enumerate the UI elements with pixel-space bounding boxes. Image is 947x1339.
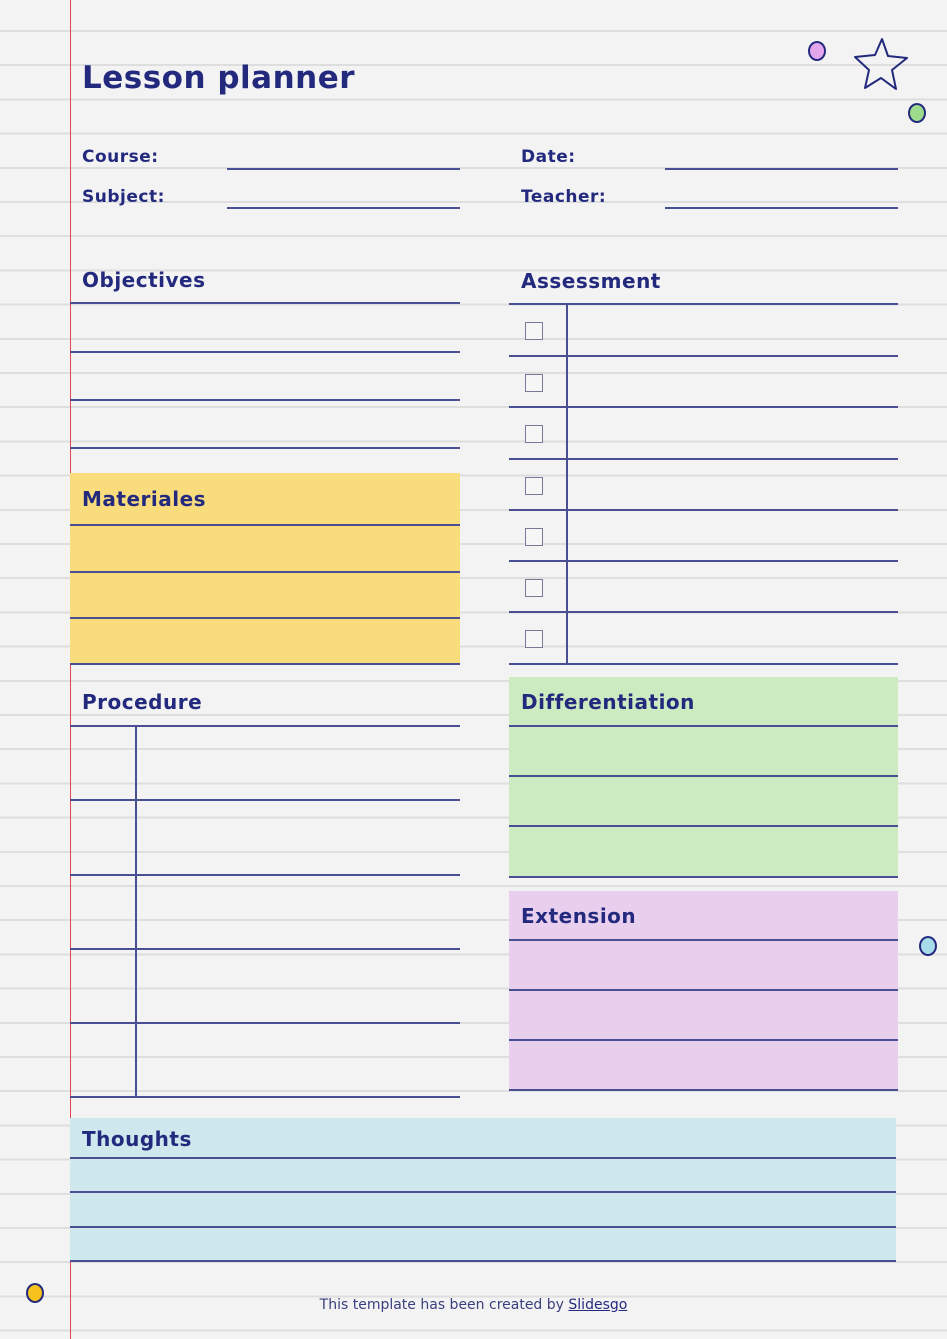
assessment-checkbox[interactable] (525, 630, 543, 648)
assessment-line (509, 406, 898, 408)
star-icon (854, 38, 908, 90)
objectives-line[interactable] (70, 351, 460, 353)
procedure-line (70, 948, 460, 950)
green-dot-decoration (908, 103, 926, 123)
objectives-heading: Objectives (82, 268, 206, 292)
extension-line[interactable] (509, 939, 898, 941)
assessment-line (509, 303, 898, 305)
teacher-label: Teacher: (521, 187, 607, 207)
thoughts-line[interactable] (70, 1226, 896, 1228)
thoughts-line[interactable] (70, 1191, 896, 1193)
date-field[interactable] (665, 168, 898, 170)
differentiation-line[interactable] (509, 825, 898, 827)
assessment-checkbox[interactable] (525, 322, 543, 340)
assessment-checkbox[interactable] (525, 579, 543, 597)
materials-line[interactable] (70, 571, 460, 573)
subject-field[interactable] (227, 207, 460, 209)
differentiation-heading: Differentiation (521, 690, 695, 714)
margin-line (70, 0, 71, 1339)
assessment-heading: Assessment (521, 269, 661, 293)
extension-line[interactable] (509, 989, 898, 991)
objectives-line[interactable] (70, 447, 460, 449)
yellow-dot-decoration (26, 1283, 44, 1303)
assessment-checkbox[interactable] (525, 425, 543, 443)
procedure-line (70, 874, 460, 876)
extension-heading: Extension (521, 904, 637, 928)
thoughts-box (70, 1118, 896, 1261)
extension-line[interactable] (509, 1089, 898, 1091)
slidesgo-link[interactable]: Slidesgo (568, 1297, 628, 1313)
pink-dot-decoration (808, 41, 826, 61)
blue-dot-decoration (919, 936, 937, 956)
assessment-divider (566, 304, 568, 664)
materials-heading: Materiales (82, 487, 207, 511)
course-label: Course: (82, 147, 159, 167)
page-title: Lesson planner (82, 60, 356, 96)
procedure-line (70, 1022, 460, 1024)
procedure-line (70, 799, 460, 801)
materials-box (70, 473, 460, 664)
assessment-checkbox[interactable] (525, 374, 543, 392)
procedure-line (70, 725, 460, 727)
objectives-line[interactable] (70, 302, 460, 304)
extension-line[interactable] (509, 1039, 898, 1041)
footer-credit: This template has been created by Slides… (0, 1297, 947, 1313)
assessment-line (509, 509, 898, 511)
thoughts-heading: Thoughts (82, 1127, 192, 1151)
differentiation-line[interactable] (509, 775, 898, 777)
assessment-line (509, 560, 898, 562)
objectives-line[interactable] (70, 399, 460, 401)
differentiation-line[interactable] (509, 876, 898, 878)
materials-line[interactable] (70, 617, 460, 619)
course-field[interactable] (227, 168, 460, 170)
date-label: Date: (521, 147, 576, 167)
assessment-checkbox[interactable] (525, 477, 543, 495)
subject-label: Subject: (82, 187, 165, 207)
procedure-line (70, 1096, 460, 1098)
procedure-divider (135, 726, 137, 1097)
procedure-heading: Procedure (82, 690, 203, 714)
footer-text: This template has been created by (319, 1297, 569, 1313)
differentiation-line[interactable] (509, 725, 898, 727)
assessment-line (509, 355, 898, 357)
assessment-line (509, 611, 898, 613)
assessment-line (509, 663, 898, 665)
thoughts-line[interactable] (70, 1157, 896, 1159)
materials-line[interactable] (70, 663, 460, 665)
differentiation-box (509, 677, 898, 877)
assessment-line (509, 458, 898, 460)
thoughts-line[interactable] (70, 1260, 896, 1262)
assessment-checkbox[interactable] (525, 528, 543, 546)
teacher-field[interactable] (665, 207, 898, 209)
materials-line[interactable] (70, 524, 460, 526)
